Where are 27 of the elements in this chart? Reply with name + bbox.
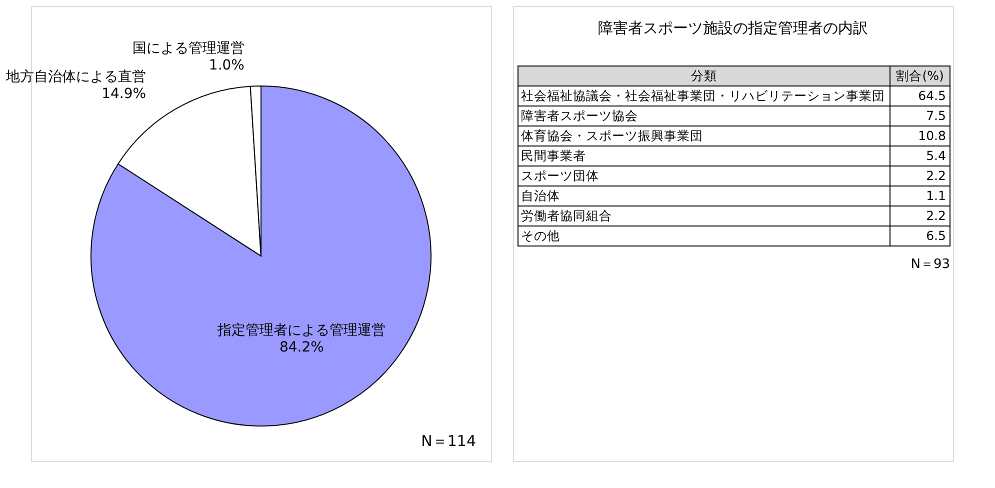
text: N＝114 [421, 432, 476, 450]
data-label: 2.2 [926, 208, 946, 223]
data-label: 64.5 [918, 88, 946, 103]
data-label: 6.5 [926, 228, 946, 243]
data-label: 14.9% [102, 86, 146, 102]
data-label: 10.8 [918, 128, 946, 143]
category-label: 自治体 [521, 188, 560, 203]
slice-label: 国による管理運営 [132, 40, 244, 57]
data-label: 1.1 [926, 188, 946, 203]
category-label: スポーツ団体 [521, 168, 599, 183]
category-label: 障害者スポーツ協会 [521, 108, 638, 123]
data-label: 5.4 [926, 148, 946, 163]
data-label: 84.2% [279, 340, 324, 356]
slice-label: 指定管理者による管理運営 [216, 322, 386, 339]
category-label: 社会福祉協議会・社会福祉事業団・リハビリテーション事業団 [521, 88, 885, 103]
data-label: 7.5 [926, 108, 946, 123]
category-label: 労働者協同組合 [521, 208, 612, 223]
text: 割合(%) [896, 68, 944, 83]
text: 分類 [691, 68, 717, 83]
category-label: 体育協会・スポーツ振興事業団 [521, 128, 703, 143]
category-label: 民間事業者 [521, 148, 586, 163]
text: 障害者スポーツ施設の指定管理者の内訳 [598, 19, 868, 37]
data-label: 2.2 [926, 168, 946, 183]
data-label: 1.0% [208, 58, 244, 74]
slice-label: 地方自治体による直営 [5, 69, 146, 86]
text: N＝93 [910, 257, 950, 272]
category-label: その他 [521, 228, 560, 243]
